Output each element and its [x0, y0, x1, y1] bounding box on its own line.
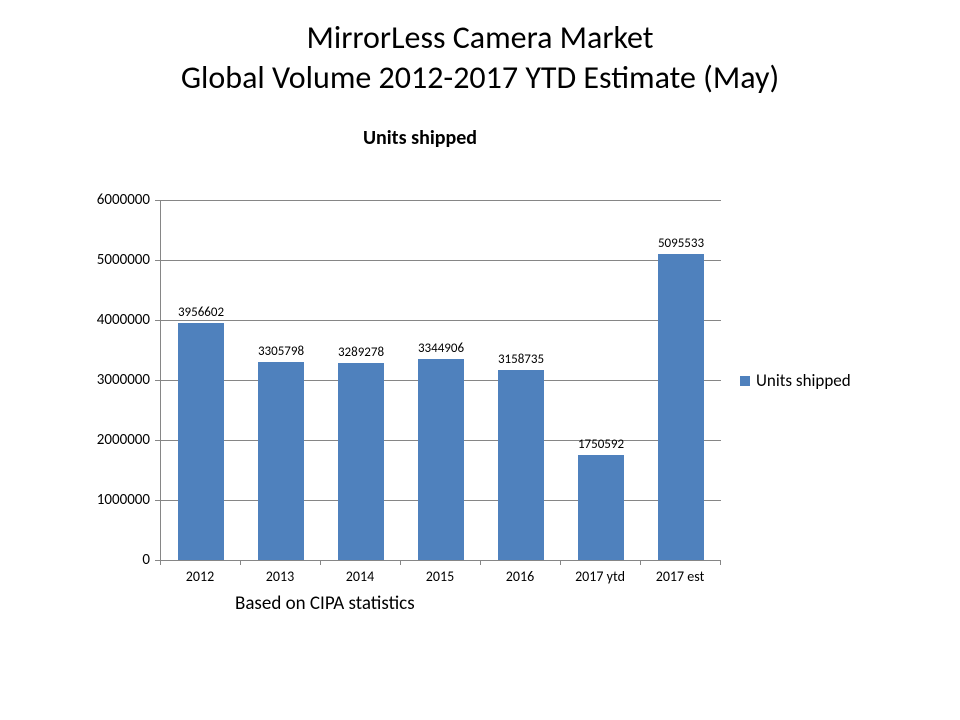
title-line-2: Global Volume 2012-2017 YTD Estimate (Ma… — [0, 58, 960, 98]
x-tick-label: 2014 — [346, 568, 374, 585]
gridline — [161, 260, 721, 261]
bar — [178, 323, 224, 560]
x-tick-mark — [640, 560, 641, 565]
x-tick-label: 2017 est — [656, 568, 705, 585]
bar-value-label: 3289278 — [338, 345, 384, 360]
bar-value-label: 3158735 — [498, 352, 544, 367]
y-tick-label: 3000000 — [60, 371, 150, 389]
gridline — [161, 320, 721, 321]
bar — [258, 362, 304, 560]
x-tick-mark — [240, 560, 241, 565]
x-tick-label: 2016 — [506, 568, 534, 585]
chart-title: Units shipped — [0, 126, 960, 150]
y-tick-label: 1000000 — [60, 491, 150, 509]
x-tick-label: 2015 — [426, 568, 454, 585]
y-tick-label: 0 — [60, 551, 150, 569]
legend: Units shipped — [740, 370, 851, 391]
x-tick-label: 2017 ytd — [575, 568, 625, 585]
bar-value-label: 3344906 — [418, 341, 464, 356]
y-tick-label: 4000000 — [60, 311, 150, 329]
bar-value-label: 1750592 — [578, 437, 624, 452]
page-title-block: MirrorLess Camera Market Global Volume 2… — [0, 0, 960, 98]
x-tick-mark — [560, 560, 561, 565]
bar — [338, 363, 384, 560]
bar — [418, 359, 464, 560]
legend-label: Units shipped — [756, 370, 851, 391]
y-tick-label: 6000000 — [60, 191, 150, 209]
bar-value-label: 3956602 — [178, 305, 224, 320]
plot-area: 3956602 3305798 3289278 3344906 3158735 17505… — [160, 200, 721, 561]
bar — [498, 370, 544, 560]
bar-value-label: 3305798 — [258, 344, 304, 359]
footnote: Based on CIPA statistics — [235, 592, 415, 615]
x-tick-label: 2012 — [186, 568, 214, 585]
page: MirrorLess Camera Market Global Volume 2… — [0, 0, 960, 720]
legend-swatch — [740, 376, 750, 386]
x-tick-label: 2013 — [266, 568, 294, 585]
y-tick-label: 2000000 — [60, 431, 150, 449]
x-tick-mark — [720, 560, 721, 565]
x-tick-mark — [480, 560, 481, 565]
title-line-1: MirrorLess Camera Market — [0, 18, 960, 58]
bar — [658, 254, 704, 560]
x-tick-mark — [160, 560, 161, 565]
bar — [578, 455, 624, 560]
x-tick-mark — [400, 560, 401, 565]
y-tick-label: 5000000 — [60, 251, 150, 269]
bar-value-label: 5095533 — [658, 236, 704, 251]
x-tick-mark — [320, 560, 321, 565]
bar-chart: 0100000020000003000000400000050000006000… — [60, 200, 900, 620]
gridline — [161, 200, 721, 201]
